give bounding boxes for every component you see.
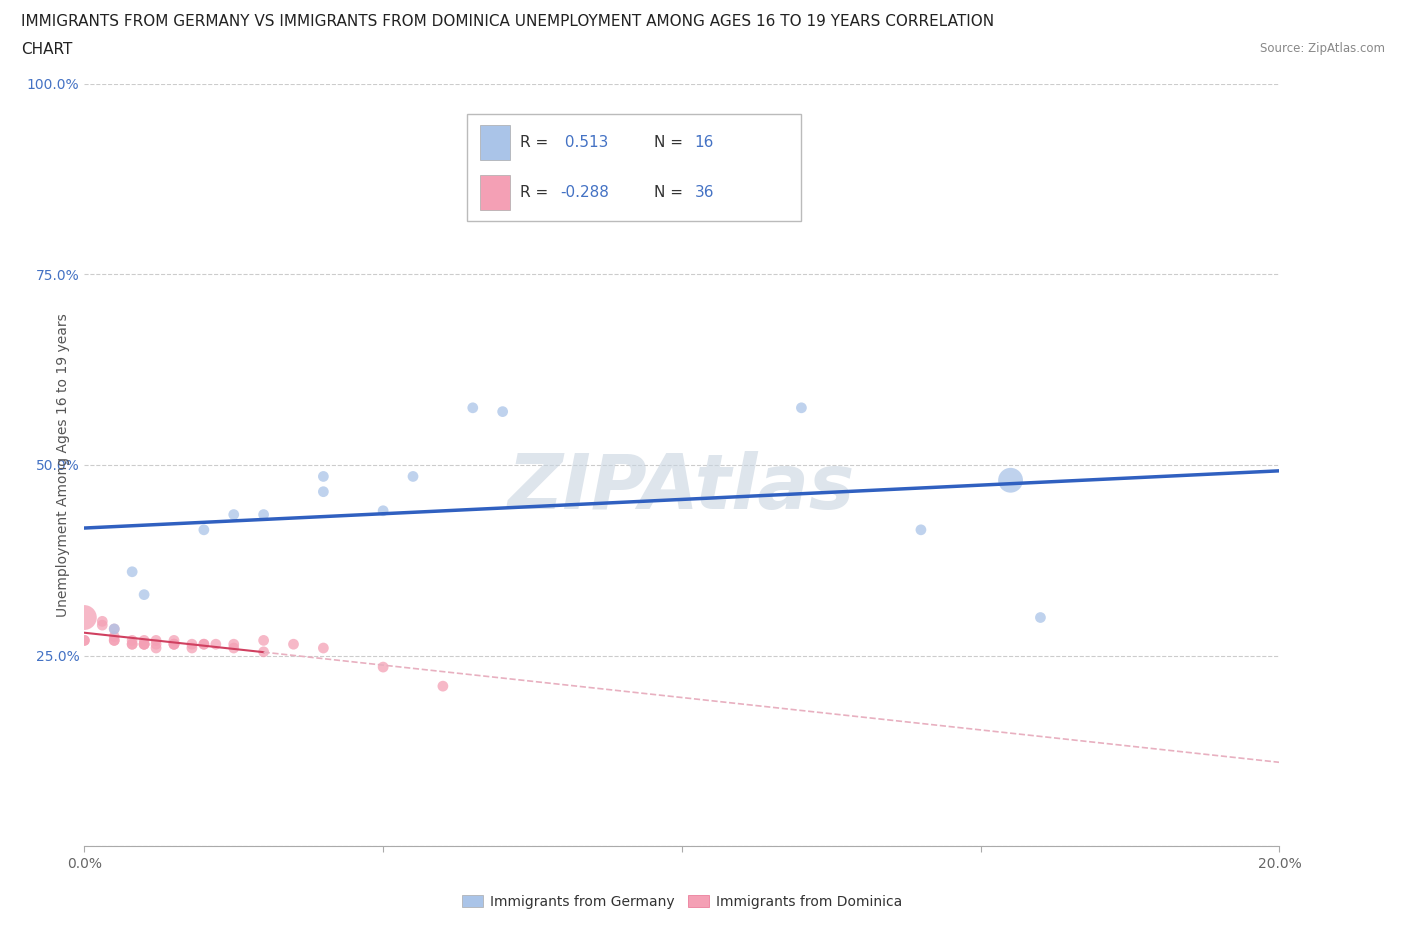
Text: ZIPAtlas: ZIPAtlas: [508, 451, 856, 525]
Point: [145, 633, 167, 648]
Y-axis label: Unemployment Among Ages 16 to 19 years: Unemployment Among Ages 16 to 19 years: [56, 313, 70, 617]
Point: [312, 485, 335, 499]
Point: [193, 637, 215, 652]
Point: [163, 637, 186, 652]
Point: [132, 637, 156, 652]
Point: [1000, 472, 1022, 487]
Point: [163, 633, 186, 648]
Point: [145, 637, 167, 652]
Point: [163, 637, 186, 652]
Point: [205, 637, 228, 652]
Point: [193, 637, 215, 652]
Point: [222, 637, 245, 652]
Point: [312, 641, 335, 656]
Point: [461, 401, 484, 416]
Point: [432, 679, 454, 694]
Point: [103, 629, 125, 644]
Point: [121, 565, 143, 579]
Point: [492, 405, 515, 419]
Point: [373, 503, 395, 518]
Text: Source: ZipAtlas.com: Source: ZipAtlas.com: [1260, 42, 1385, 55]
Point: [103, 621, 125, 636]
Point: [103, 633, 125, 648]
Point: [1029, 610, 1052, 625]
Point: [132, 637, 156, 652]
Point: [132, 587, 156, 602]
Point: [91, 618, 114, 632]
Point: [181, 637, 204, 652]
Point: [253, 644, 276, 659]
Point: [193, 523, 215, 538]
Point: [121, 633, 143, 648]
Point: [312, 469, 335, 484]
Point: [145, 641, 167, 656]
Point: [181, 641, 204, 656]
Point: [283, 637, 305, 652]
Point: [91, 614, 114, 629]
Point: [373, 659, 395, 674]
Legend: Immigrants from Germany, Immigrants from Dominica: Immigrants from Germany, Immigrants from…: [454, 888, 910, 916]
Point: [253, 633, 276, 648]
Point: [910, 523, 932, 538]
Point: [222, 507, 245, 522]
Point: [121, 637, 143, 652]
Point: [73, 610, 96, 625]
Point: [790, 401, 813, 416]
Point: [73, 633, 96, 648]
Point: [103, 621, 125, 636]
Text: CHART: CHART: [21, 42, 73, 57]
Point: [121, 637, 143, 652]
Point: [132, 633, 156, 648]
Point: [103, 633, 125, 648]
Point: [253, 507, 276, 522]
Point: [132, 637, 156, 652]
Point: [73, 633, 96, 648]
Point: [402, 469, 425, 484]
Point: [222, 641, 245, 656]
Point: [163, 637, 186, 652]
Text: IMMIGRANTS FROM GERMANY VS IMMIGRANTS FROM DOMINICA UNEMPLOYMENT AMONG AGES 16 T: IMMIGRANTS FROM GERMANY VS IMMIGRANTS FR…: [21, 14, 994, 29]
